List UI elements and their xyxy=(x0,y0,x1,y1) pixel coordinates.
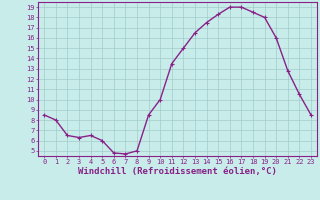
X-axis label: Windchill (Refroidissement éolien,°C): Windchill (Refroidissement éolien,°C) xyxy=(78,167,277,176)
